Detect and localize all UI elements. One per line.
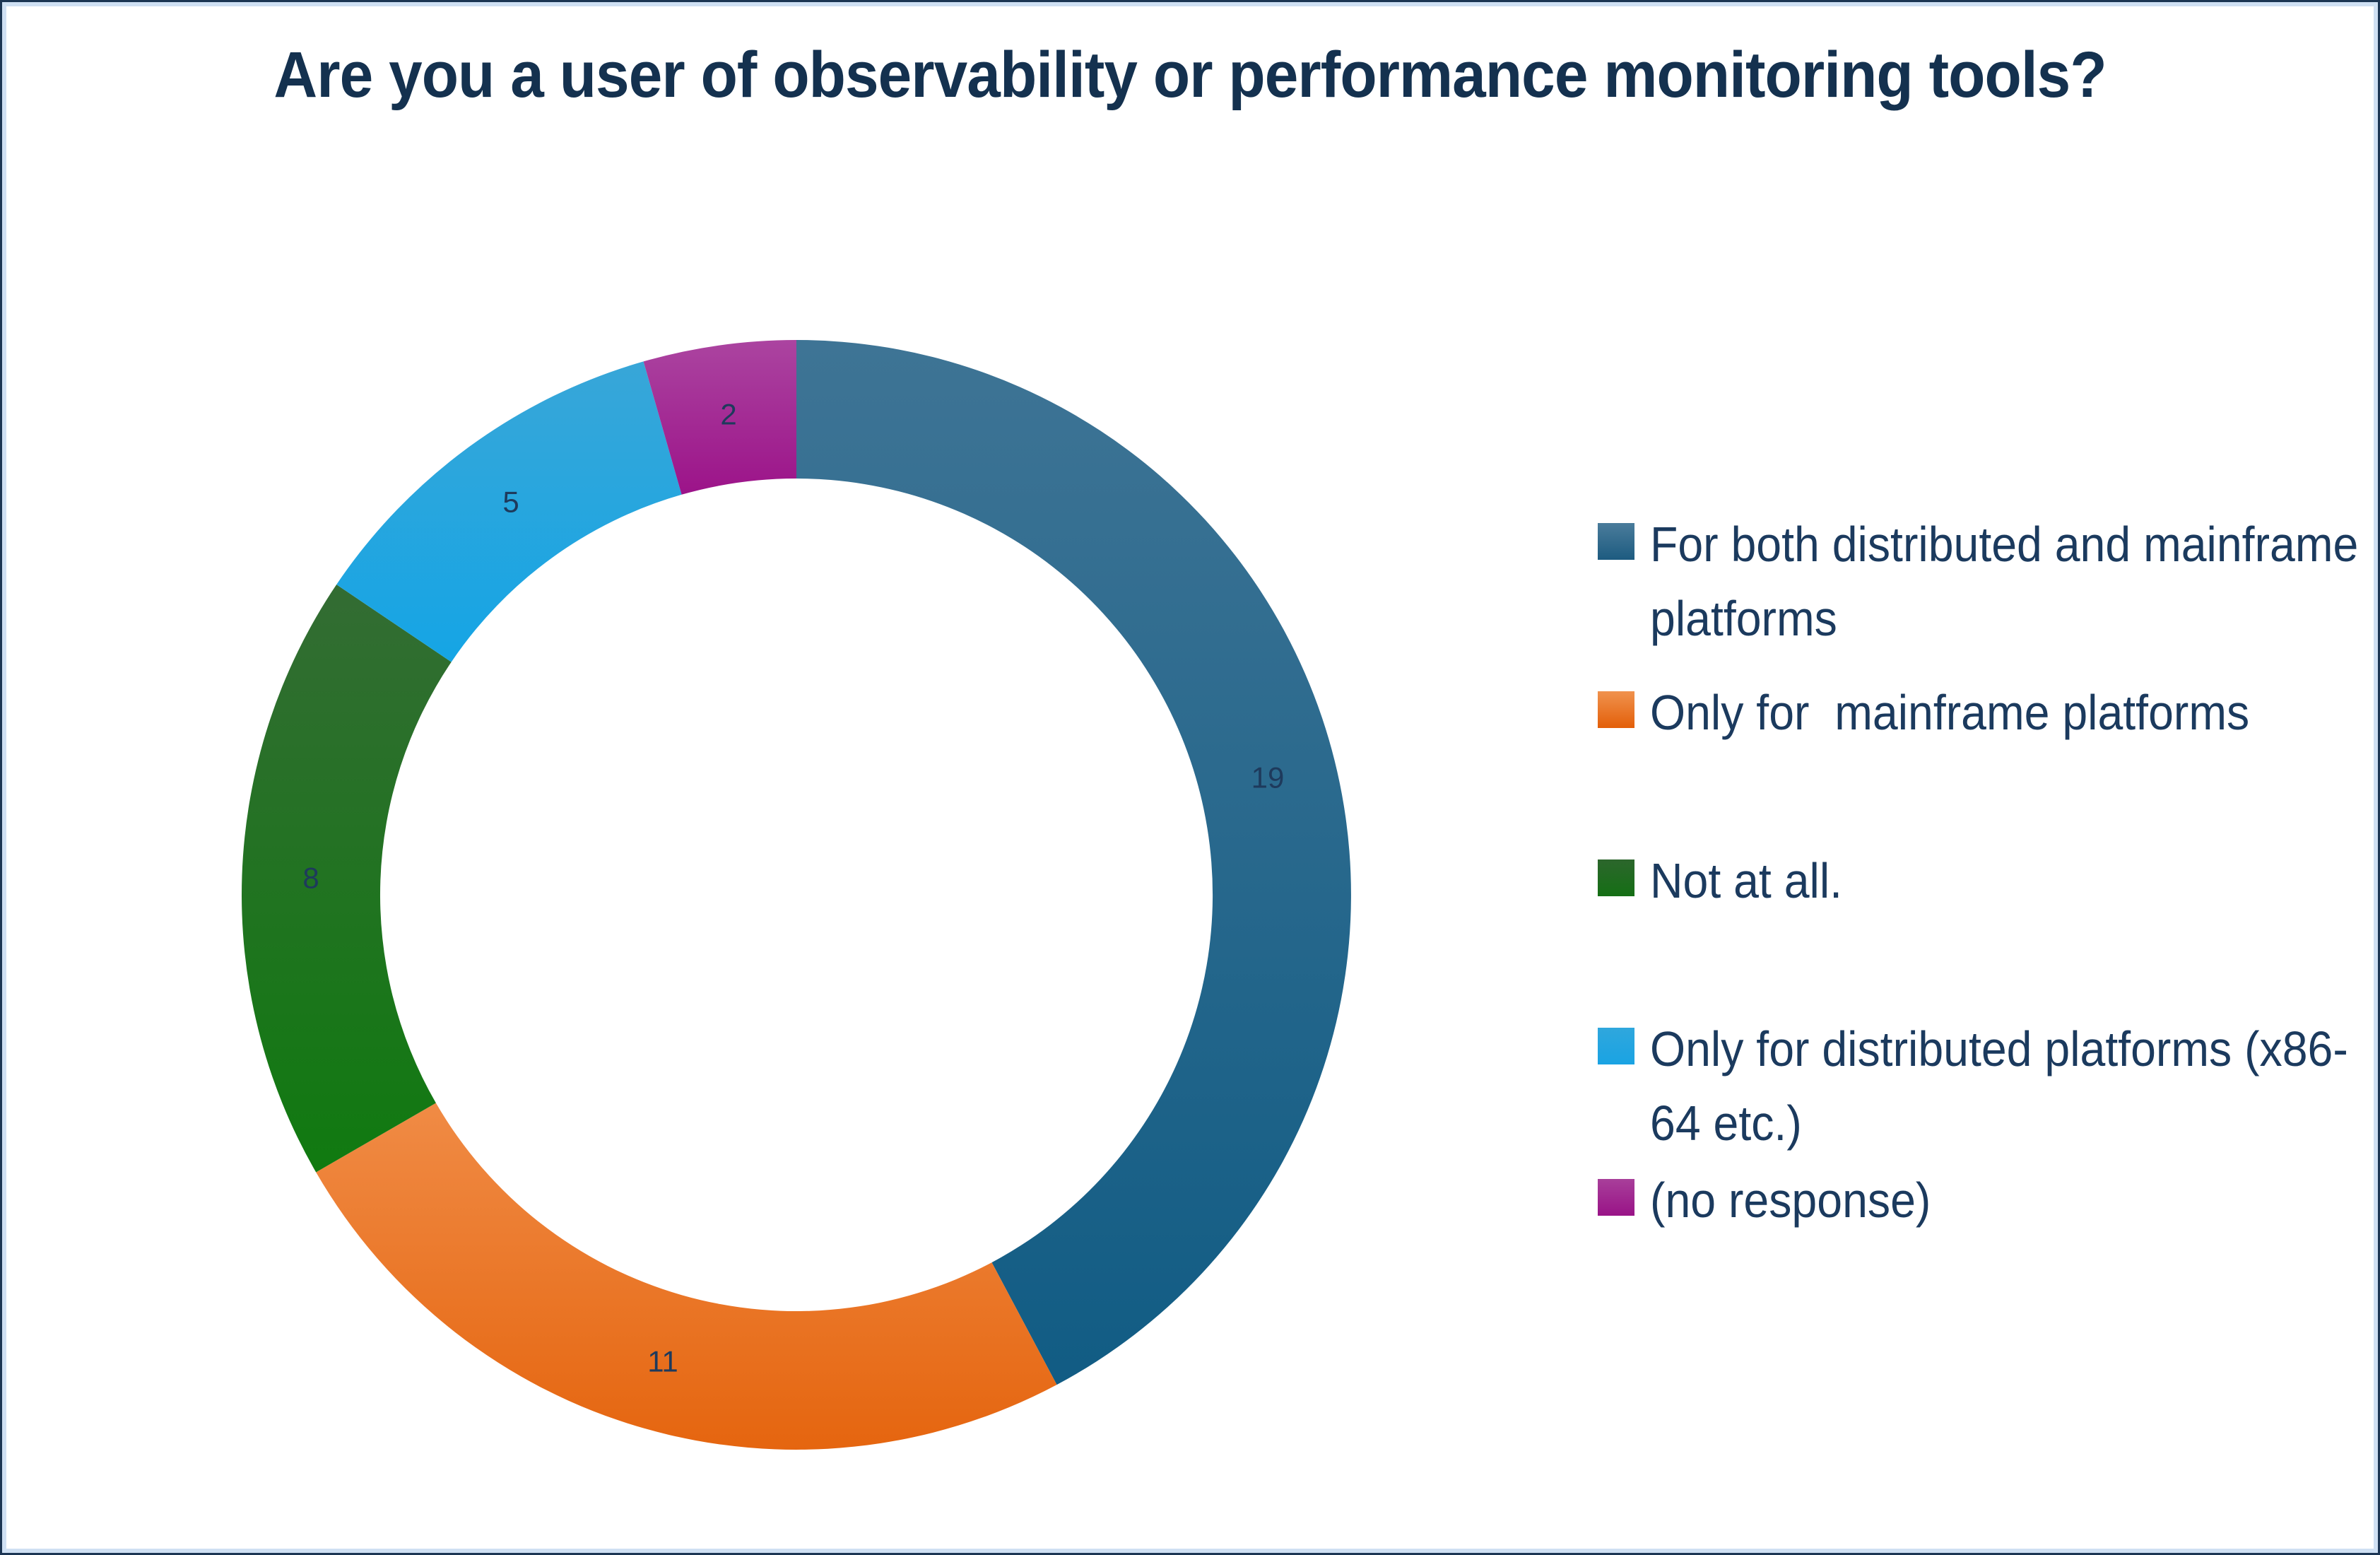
donut-slice-0: [796, 340, 1351, 1385]
legend-item: Only for distributed platforms (x86-64 e…: [1598, 1012, 2374, 1161]
legend-label: Only for mainframe platforms: [1650, 685, 2250, 740]
legend-label: Only for distributed platforms (x86-64 e…: [1650, 1021, 2348, 1151]
legend-item: For both distributed and mainframe platf…: [1598, 507, 2374, 656]
chart-title: Are you a user of observability or perfo…: [273, 39, 2107, 111]
slice-value-label: 2: [720, 398, 736, 431]
legend-item: Not at all.: [1598, 844, 2374, 918]
legend-swatch-icon: [1598, 1179, 1634, 1216]
legend-swatch-icon: [1598, 859, 1634, 896]
donut-chart: 19 11 8 5 2: [242, 340, 1351, 1450]
donut-slice-4: [643, 340, 796, 495]
slice-value-label: 11: [647, 1345, 678, 1378]
legend-label: (no response): [1650, 1173, 1931, 1228]
legend-swatch-icon: [1598, 1028, 1634, 1064]
slice-value-label: 8: [302, 862, 319, 895]
legend-label: For both distributed and mainframe platf…: [1650, 517, 2372, 646]
slice-value-label: 5: [502, 486, 519, 519]
chart-canvas: Are you a user of observability or perfo…: [6, 6, 2374, 1549]
legend-swatch-icon: [1598, 523, 1634, 560]
slice-value-label: 19: [1251, 761, 1285, 794]
legend-item: (no response): [1598, 1163, 2374, 1238]
donut-slice-1: [316, 1103, 1057, 1450]
legend-label: Not at all.: [1650, 853, 1843, 908]
legend-swatch-icon: [1598, 691, 1634, 728]
chart-legend: For both distributed and mainframe platf…: [1598, 6, 2374, 1549]
donut-slice-3: [336, 361, 682, 662]
legend-item: Only for mainframe platforms: [1598, 676, 2374, 750]
donut-slice-2: [242, 585, 452, 1173]
